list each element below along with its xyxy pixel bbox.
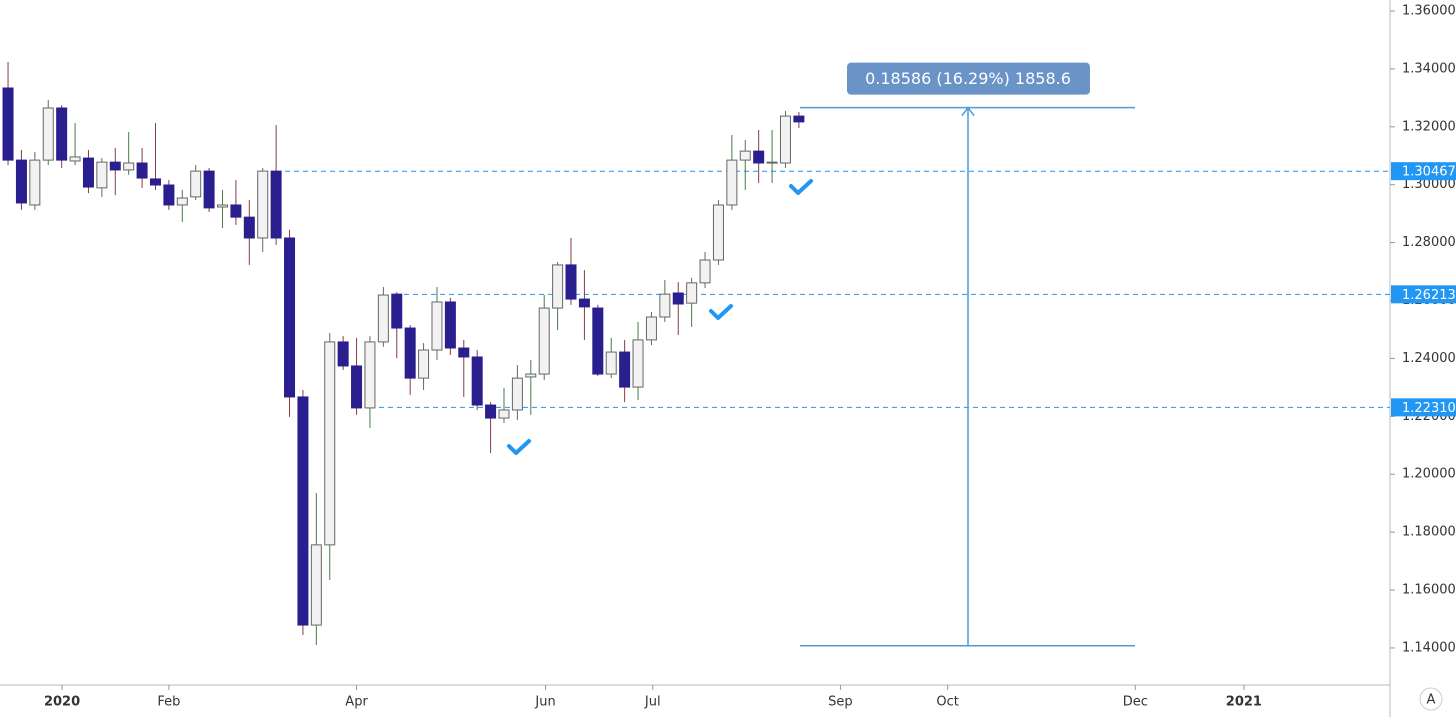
y-tick-label: 1.30000 (1402, 177, 1456, 192)
candle-body (458, 347, 470, 358)
candle-body (686, 282, 698, 304)
level-label-box (1391, 398, 1456, 417)
x-tick-label: Jul (644, 695, 661, 710)
candle-body (29, 159, 41, 206)
level-label-box (1391, 162, 1456, 181)
check-icons (507, 179, 813, 455)
y-tick-label: 1.20000 (1402, 467, 1456, 482)
candle-body (578, 298, 590, 308)
candle-body (351, 365, 363, 409)
candle-body (511, 377, 523, 411)
level-label: 1.22310 (1402, 401, 1456, 416)
candle-body (525, 373, 537, 378)
y-tick-label: 1.14000 (1402, 640, 1456, 655)
x-tick-label: Oct (936, 695, 958, 710)
candle-body (310, 544, 322, 626)
candle-body (2, 87, 14, 161)
candle-body (56, 107, 68, 161)
candle-body (203, 170, 215, 209)
x-tick-label: Feb (157, 695, 180, 710)
candle-body (230, 204, 242, 218)
auto-scale-label[interactable]: A (1427, 693, 1436, 708)
measure-label-box (847, 62, 1090, 95)
check-icon (507, 439, 531, 455)
candle-body (377, 294, 389, 343)
y-tick-label: 1.24000 (1402, 351, 1456, 366)
candle-body (42, 107, 54, 161)
candle-body (471, 356, 483, 406)
candle-body (243, 216, 255, 239)
candle-body (163, 184, 175, 206)
y-tick-label: 1.36000 (1402, 4, 1456, 19)
level-label: 1.30467 (1402, 165, 1456, 180)
x-tick-label: 2020 (44, 695, 80, 710)
candle-body (270, 170, 282, 239)
candle-body (15, 159, 27, 204)
candle-body (337, 341, 349, 367)
candle-body (753, 150, 765, 164)
candle-body (659, 293, 671, 318)
candle-body (109, 161, 121, 171)
y-tick-label: 1.16000 (1402, 583, 1456, 598)
candle-body (190, 170, 202, 198)
level-label: 1.26213 (1402, 288, 1456, 303)
candle-body (592, 307, 604, 375)
x-tick-label: 2021 (1226, 695, 1262, 710)
candle-body (324, 341, 336, 546)
y-tick-label: 1.34000 (1402, 61, 1456, 76)
candle-body (605, 351, 617, 375)
candle-body (726, 159, 738, 206)
candle-body (364, 341, 376, 409)
candle-body (793, 115, 805, 123)
candle-body (552, 264, 564, 309)
candle-body (632, 339, 644, 388)
candle-body (418, 349, 430, 379)
candle-body (672, 292, 684, 305)
candle-body (485, 404, 497, 419)
x-tick-label: Apr (345, 695, 368, 710)
candle-body (149, 178, 161, 186)
candle-body (444, 301, 456, 349)
measure-label: 0.18586 (16.29%) 1858.6 (865, 69, 1071, 88)
x-tick-label: Sep (828, 695, 853, 710)
candle-body (712, 204, 724, 261)
candle-body (297, 396, 309, 626)
candle-body (498, 409, 510, 419)
candle-body (404, 327, 416, 379)
candle-body (619, 351, 631, 388)
candle-body (257, 170, 269, 239)
candle-body (739, 150, 751, 161)
candle-body (217, 204, 229, 208)
y-tick-label: 1.28000 (1402, 235, 1456, 250)
measure-arrow-head (961, 106, 975, 117)
candle-body (96, 161, 108, 189)
candle-body (176, 197, 188, 206)
candle-body (284, 237, 296, 398)
candle-body (645, 316, 657, 341)
y-tick-label: 1.32000 (1402, 119, 1456, 134)
candle-body (538, 307, 550, 375)
candle-body (82, 157, 94, 188)
candle-body (69, 156, 81, 162)
candle-body (779, 115, 791, 164)
candle-body (136, 162, 148, 179)
candle-body (123, 162, 135, 171)
candle-body (391, 293, 403, 329)
x-tick-label: Dec (1123, 695, 1148, 710)
level-label-box (1391, 285, 1456, 304)
x-tick-label: Jun (534, 695, 555, 710)
check-icon (709, 304, 733, 320)
candle-body (431, 301, 443, 351)
auto-scale-button[interactable] (1419, 687, 1443, 711)
check-icon (789, 179, 813, 195)
candle-body (565, 264, 577, 300)
candle-body (699, 259, 711, 284)
candle-body (766, 161, 778, 164)
y-tick-label: 1.18000 (1402, 525, 1456, 540)
